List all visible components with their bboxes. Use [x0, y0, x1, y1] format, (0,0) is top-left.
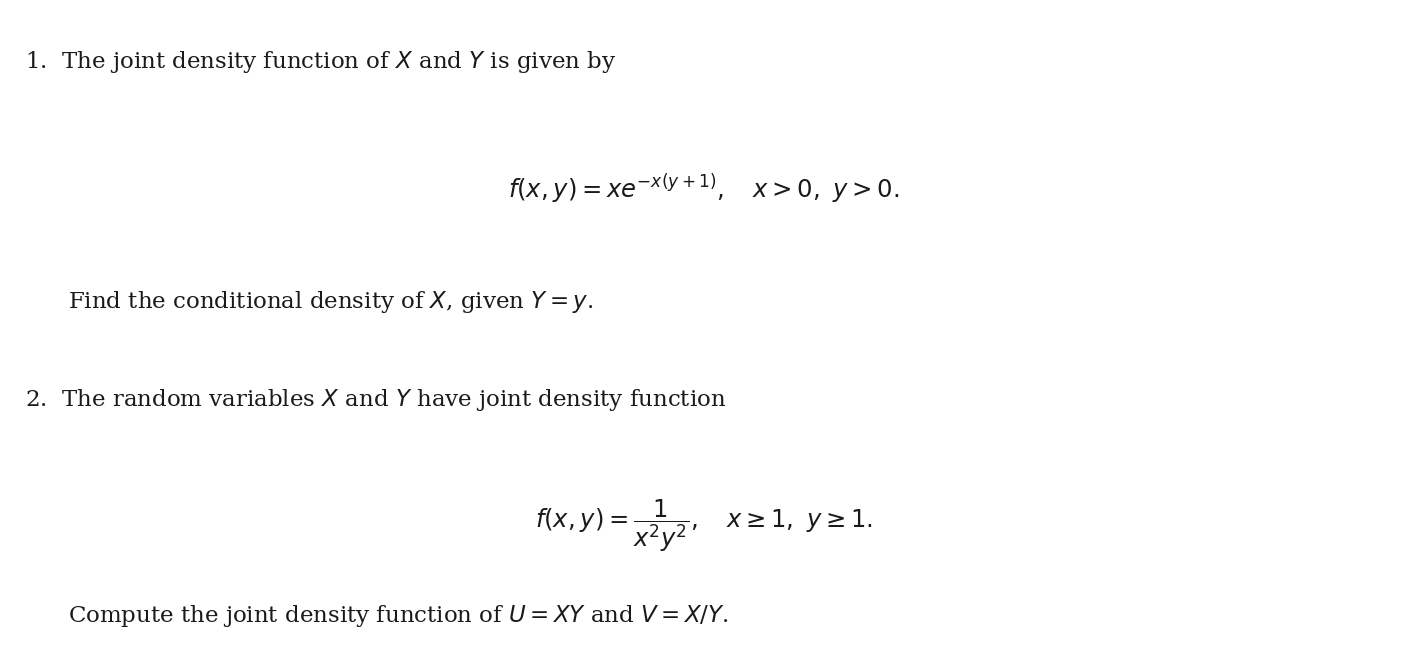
Text: 2.  The random variables $X$ and $Y$ have joint density function: 2. The random variables $X$ and $Y$ have… — [25, 387, 727, 413]
Text: $f(x, y) = xe^{-x(y+1)},\quad x > 0,\ y > 0.$: $f(x, y) = xe^{-x(y+1)},\quad x > 0,\ y … — [508, 172, 900, 206]
Text: Find the conditional density of $X$, given $Y = y$.: Find the conditional density of $X$, giv… — [68, 289, 593, 315]
Text: 1.  The joint density function of $X$ and $Y$ is given by: 1. The joint density function of $X$ and… — [25, 49, 617, 75]
Text: Compute the joint density function of $U = XY$ and $V = X/Y$.: Compute the joint density function of $U… — [68, 603, 728, 629]
Text: $f(x, y) = \dfrac{1}{x^2y^2},\quad x \geq 1,\ y \geq 1.$: $f(x, y) = \dfrac{1}{x^2y^2},\quad x \ge… — [535, 497, 873, 554]
